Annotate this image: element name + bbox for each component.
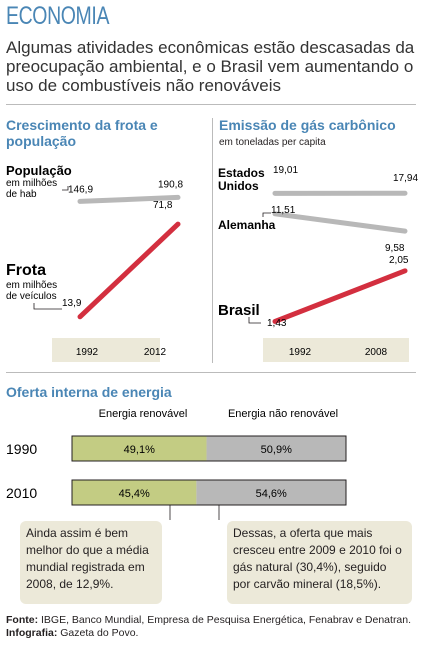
co2-chart-title: Emissão de gás carbônico xyxy=(219,117,396,133)
brazil-label: Brasil xyxy=(218,302,260,319)
bar-1990-renewable-value: 49,1% xyxy=(124,444,155,456)
fleet-population-chart: 1992 2012 População em milhões de hab 14… xyxy=(6,163,183,362)
row-year-2010: 2010 xyxy=(6,485,37,501)
population-sublabel-2: de hab xyxy=(6,189,37,200)
population-value-2012: 190,8 xyxy=(158,179,183,190)
us-label-line2: Unidos xyxy=(218,179,259,193)
fleet-leader xyxy=(33,303,62,310)
germany-value-1992: 11,51 xyxy=(271,205,296,216)
bar-2010-frame xyxy=(71,479,347,506)
bar-1990-renewable xyxy=(72,436,207,461)
x-tick-2012: 2012 xyxy=(144,347,167,358)
fleet-value-1992: 13,9 xyxy=(62,298,82,309)
header-renewable: Energia renovável xyxy=(99,408,188,420)
charts-divider xyxy=(212,118,213,363)
germany-leader xyxy=(262,212,271,217)
population-leader xyxy=(62,186,69,191)
right-note-leader xyxy=(218,505,220,520)
x-tick-1992: 1992 xyxy=(76,347,99,358)
fleet-sublabel-1: em milhões xyxy=(6,280,57,291)
population-sublabel-1: em milhões xyxy=(6,178,57,189)
x-axis-band xyxy=(52,338,160,362)
credit-text: Gazeta do Povo. xyxy=(57,627,139,639)
fleet-label: Frota xyxy=(6,262,46,279)
credit-bold: Infografia: xyxy=(6,627,58,639)
middle-divider xyxy=(6,372,416,373)
population-label: População xyxy=(6,163,72,178)
source-bold: Fonte: xyxy=(6,614,39,626)
source-credits: Fonte: IBGE, Banco Mundial, Empresa de P… xyxy=(6,614,416,640)
header-nonrenewable: Energia não renovável xyxy=(228,408,338,420)
x-tick-1992: 1992 xyxy=(289,347,312,358)
headline: Algumas atividades econômicas estão desc… xyxy=(6,38,415,95)
energy-chart-title: Oferta interna de energia xyxy=(6,384,172,400)
fleet-sublabel-2: de veículos xyxy=(6,291,57,302)
germany-label: Alemanha xyxy=(218,218,276,232)
bar-1990-nonrenewable xyxy=(206,436,346,461)
fleet-series-line xyxy=(77,221,181,320)
co2-emission-chart: 1992 2008 Estados Unidos 19,01 17,94 Ale… xyxy=(218,165,418,362)
germany-value-2008: 9,58 xyxy=(385,243,405,254)
bar-2010-nonrenewable xyxy=(196,480,346,505)
germany-series-line xyxy=(272,211,408,234)
section-title: ECONOMIA xyxy=(6,2,110,30)
energy-stacked-bar-chart: Energia renovável Energia não renovável … xyxy=(6,408,347,520)
bar-2010-renewable xyxy=(72,480,197,505)
population-value-1992: 146,9 xyxy=(68,184,93,195)
fleet-chart-title: Crescimento da frota e população xyxy=(6,117,158,149)
bar-1990-nonrenewable-value: 50,9% xyxy=(261,444,292,456)
brazil-value-2008: 2,05 xyxy=(389,255,409,266)
bar-1990-frame xyxy=(71,435,347,462)
us-value-2008: 17,94 xyxy=(393,173,418,184)
us-label-line1: Estados xyxy=(218,166,265,180)
population-series-line xyxy=(77,194,181,204)
x-tick-2008: 2008 xyxy=(365,347,388,358)
bar-2010-nonrenewable-value: 54,6% xyxy=(256,488,287,500)
brazil-value-1992: 1,43 xyxy=(267,318,287,329)
us-value-1992: 19,01 xyxy=(273,165,298,176)
source-text: IBGE, Banco Mundial, Empresa de Pesquisa… xyxy=(38,614,412,626)
brazil-leader xyxy=(248,317,261,324)
note-world-average: Ainda assim é bem melhor do que a média … xyxy=(20,521,162,604)
bar-2010-renewable-value: 45,4% xyxy=(119,488,150,500)
co2-chart-subtitle: em toneladas per capita xyxy=(219,137,326,148)
top-divider xyxy=(6,104,416,105)
fleet-value-2012: 71,8 xyxy=(153,200,173,211)
left-note-leader xyxy=(169,505,171,520)
brazil-series-line xyxy=(272,268,408,324)
note-natural-gas: Dessas, a oferta que mais cresceu entre … xyxy=(227,521,412,604)
row-year-1990: 1990 xyxy=(6,441,37,457)
x-axis-band xyxy=(263,338,409,362)
